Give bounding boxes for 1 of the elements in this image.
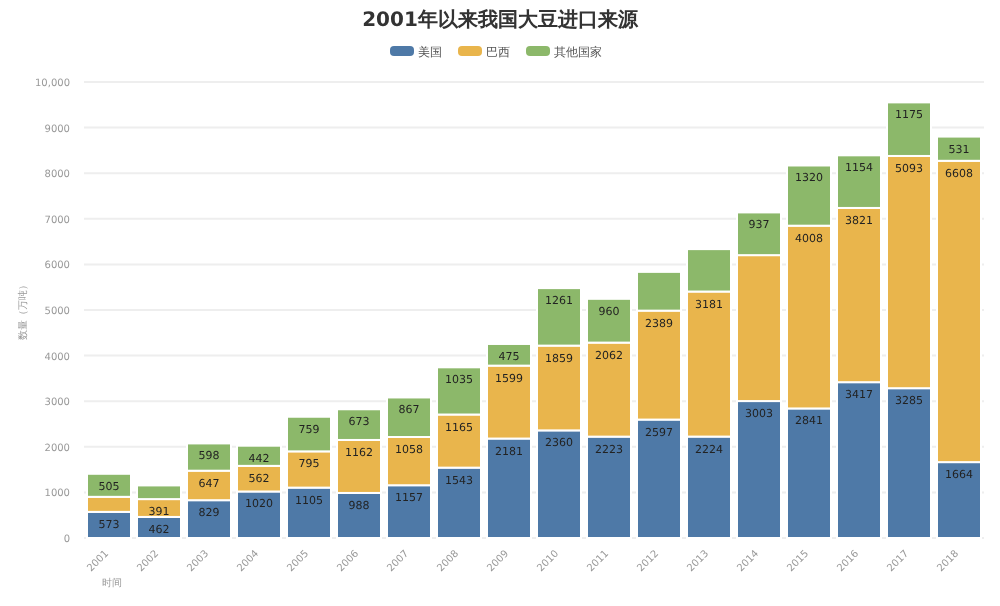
chart-title: 2001年以来我国大豆进口来源 — [362, 8, 640, 32]
